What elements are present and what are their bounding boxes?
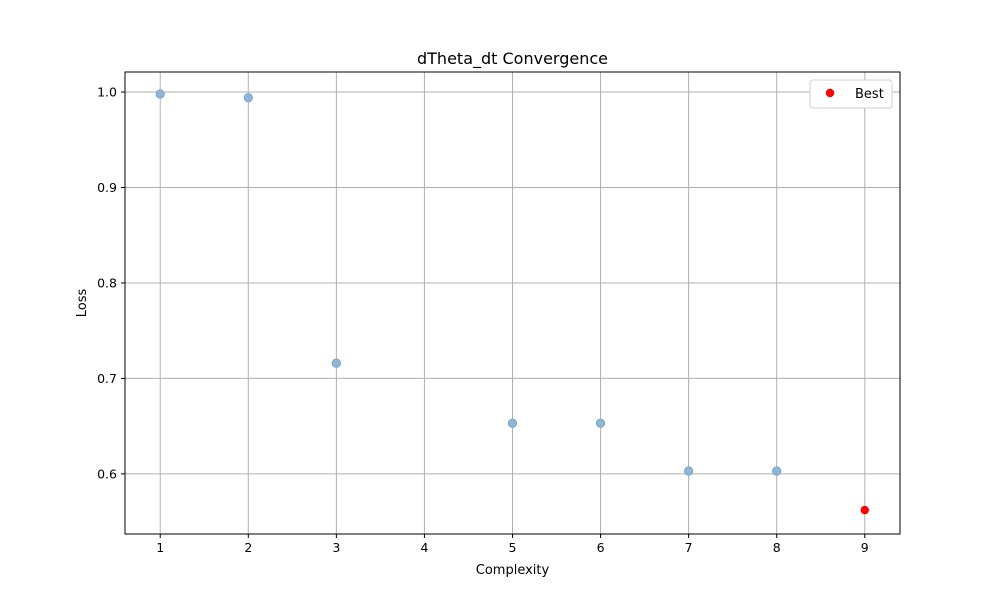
x-tick-label: 2 bbox=[244, 540, 252, 555]
data-point bbox=[772, 466, 782, 476]
legend-label: Best bbox=[855, 87, 884, 102]
data-point bbox=[595, 418, 606, 428]
y-tick-label: 0.6 bbox=[97, 466, 117, 481]
data-point bbox=[331, 358, 341, 368]
y-tick-label: 0.7 bbox=[97, 371, 117, 386]
x-axis-label: Complexity bbox=[476, 563, 550, 578]
x-tick-label: 9 bbox=[861, 540, 869, 555]
data-points bbox=[155, 89, 869, 515]
x-tick-label: 8 bbox=[773, 540, 781, 555]
legend: Best bbox=[809, 79, 893, 109]
x-tick-label: 6 bbox=[597, 540, 605, 555]
legend-box bbox=[809, 79, 893, 109]
x-tick-label: 1 bbox=[156, 540, 164, 555]
chart-title: dTheta_dt Convergence bbox=[417, 49, 608, 69]
x-tick-label: 3 bbox=[332, 540, 340, 555]
legend-marker bbox=[825, 88, 835, 98]
best-point bbox=[860, 505, 869, 515]
y-axis-label: Loss bbox=[75, 289, 90, 318]
x-tick-label: 5 bbox=[509, 540, 517, 555]
data-point bbox=[507, 418, 518, 428]
x-tick-label: 7 bbox=[685, 540, 693, 555]
axis-ticks: 1 2 3 4 5 6 7 8 9 0.6 0.7 0.8 0.9 1.0 bbox=[97, 85, 869, 555]
data-point bbox=[684, 466, 694, 476]
y-tick-label: 0.8 bbox=[97, 275, 117, 290]
data-point bbox=[155, 89, 165, 99]
data-point bbox=[243, 93, 253, 103]
grid-lines bbox=[125, 72, 900, 534]
y-tick-label: 0.9 bbox=[97, 180, 117, 195]
x-tick-label: 4 bbox=[420, 540, 428, 555]
y-tick-label: 1.0 bbox=[97, 85, 117, 100]
